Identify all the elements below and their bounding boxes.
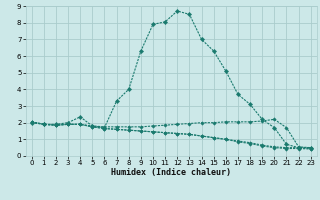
X-axis label: Humidex (Indice chaleur): Humidex (Indice chaleur) — [111, 168, 231, 177]
